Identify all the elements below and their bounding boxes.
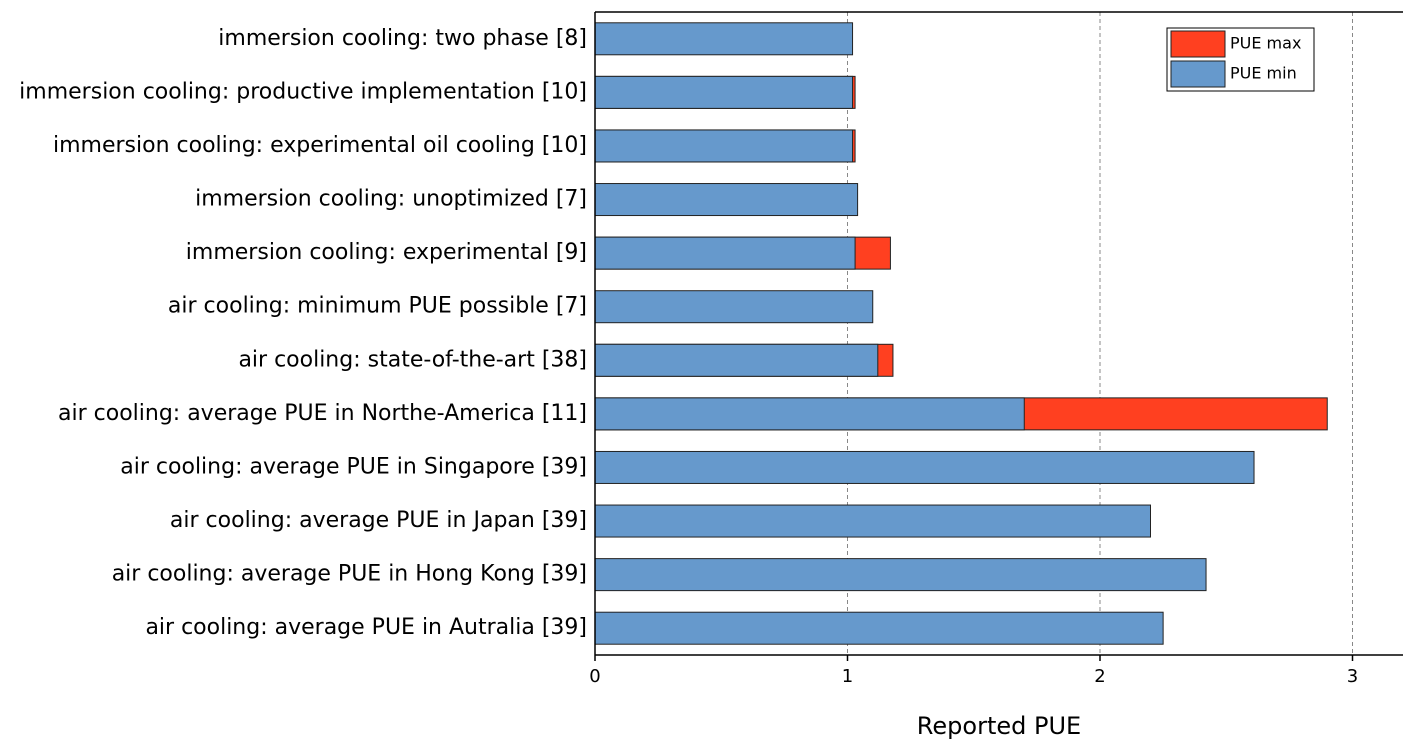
y-tick-label: immersion cooling: two phase [8] xyxy=(218,26,587,51)
legend-swatch xyxy=(1170,60,1226,88)
bar xyxy=(594,129,854,163)
bar xyxy=(594,22,854,56)
y-tick-label: air cooling: state-of-the-art [38] xyxy=(238,347,587,372)
y-tick-label: immersion cooling: experimental oil cool… xyxy=(53,133,587,158)
bar xyxy=(594,290,874,324)
bar xyxy=(594,397,1025,431)
bar xyxy=(594,75,854,109)
x-tick-label: 1 xyxy=(842,666,853,687)
legend-swatch xyxy=(1170,30,1226,58)
bar xyxy=(594,183,859,217)
y-tick-label: immersion cooling: productive implementa… xyxy=(19,79,587,104)
x-tick-label: 2 xyxy=(1094,666,1105,687)
y-tick-label: air cooling: average PUE in Singapore [3… xyxy=(120,454,587,479)
y-tick-label: air cooling: average PUE in Japan [39] xyxy=(170,508,587,533)
y-tick-label: immersion cooling: experimental [9] xyxy=(186,240,587,265)
legend-label: PUE max xyxy=(1230,34,1301,53)
y-tick-label: air cooling: minimum PUE possible [7] xyxy=(168,294,587,319)
y-tick-label: air cooling: average PUE in Northe-Ameri… xyxy=(58,401,587,426)
x-axis-label: Reported PUE xyxy=(917,712,1081,740)
bar xyxy=(594,236,856,270)
x-tick-label: 0 xyxy=(589,666,600,687)
bar xyxy=(594,504,1151,538)
bar xyxy=(594,558,1207,592)
legend-label: PUE min xyxy=(1230,64,1297,83)
bar xyxy=(594,450,1255,484)
y-tick-label: air cooling: average PUE in Hong Kong [3… xyxy=(112,562,587,587)
bar xyxy=(594,611,1164,645)
y-tick-label: air cooling: average PUE in Autralia [39… xyxy=(145,615,587,640)
y-tick-label: immersion cooling: unoptimized [7] xyxy=(195,187,587,212)
bar xyxy=(594,343,879,377)
x-tick-label: 3 xyxy=(1347,666,1358,687)
